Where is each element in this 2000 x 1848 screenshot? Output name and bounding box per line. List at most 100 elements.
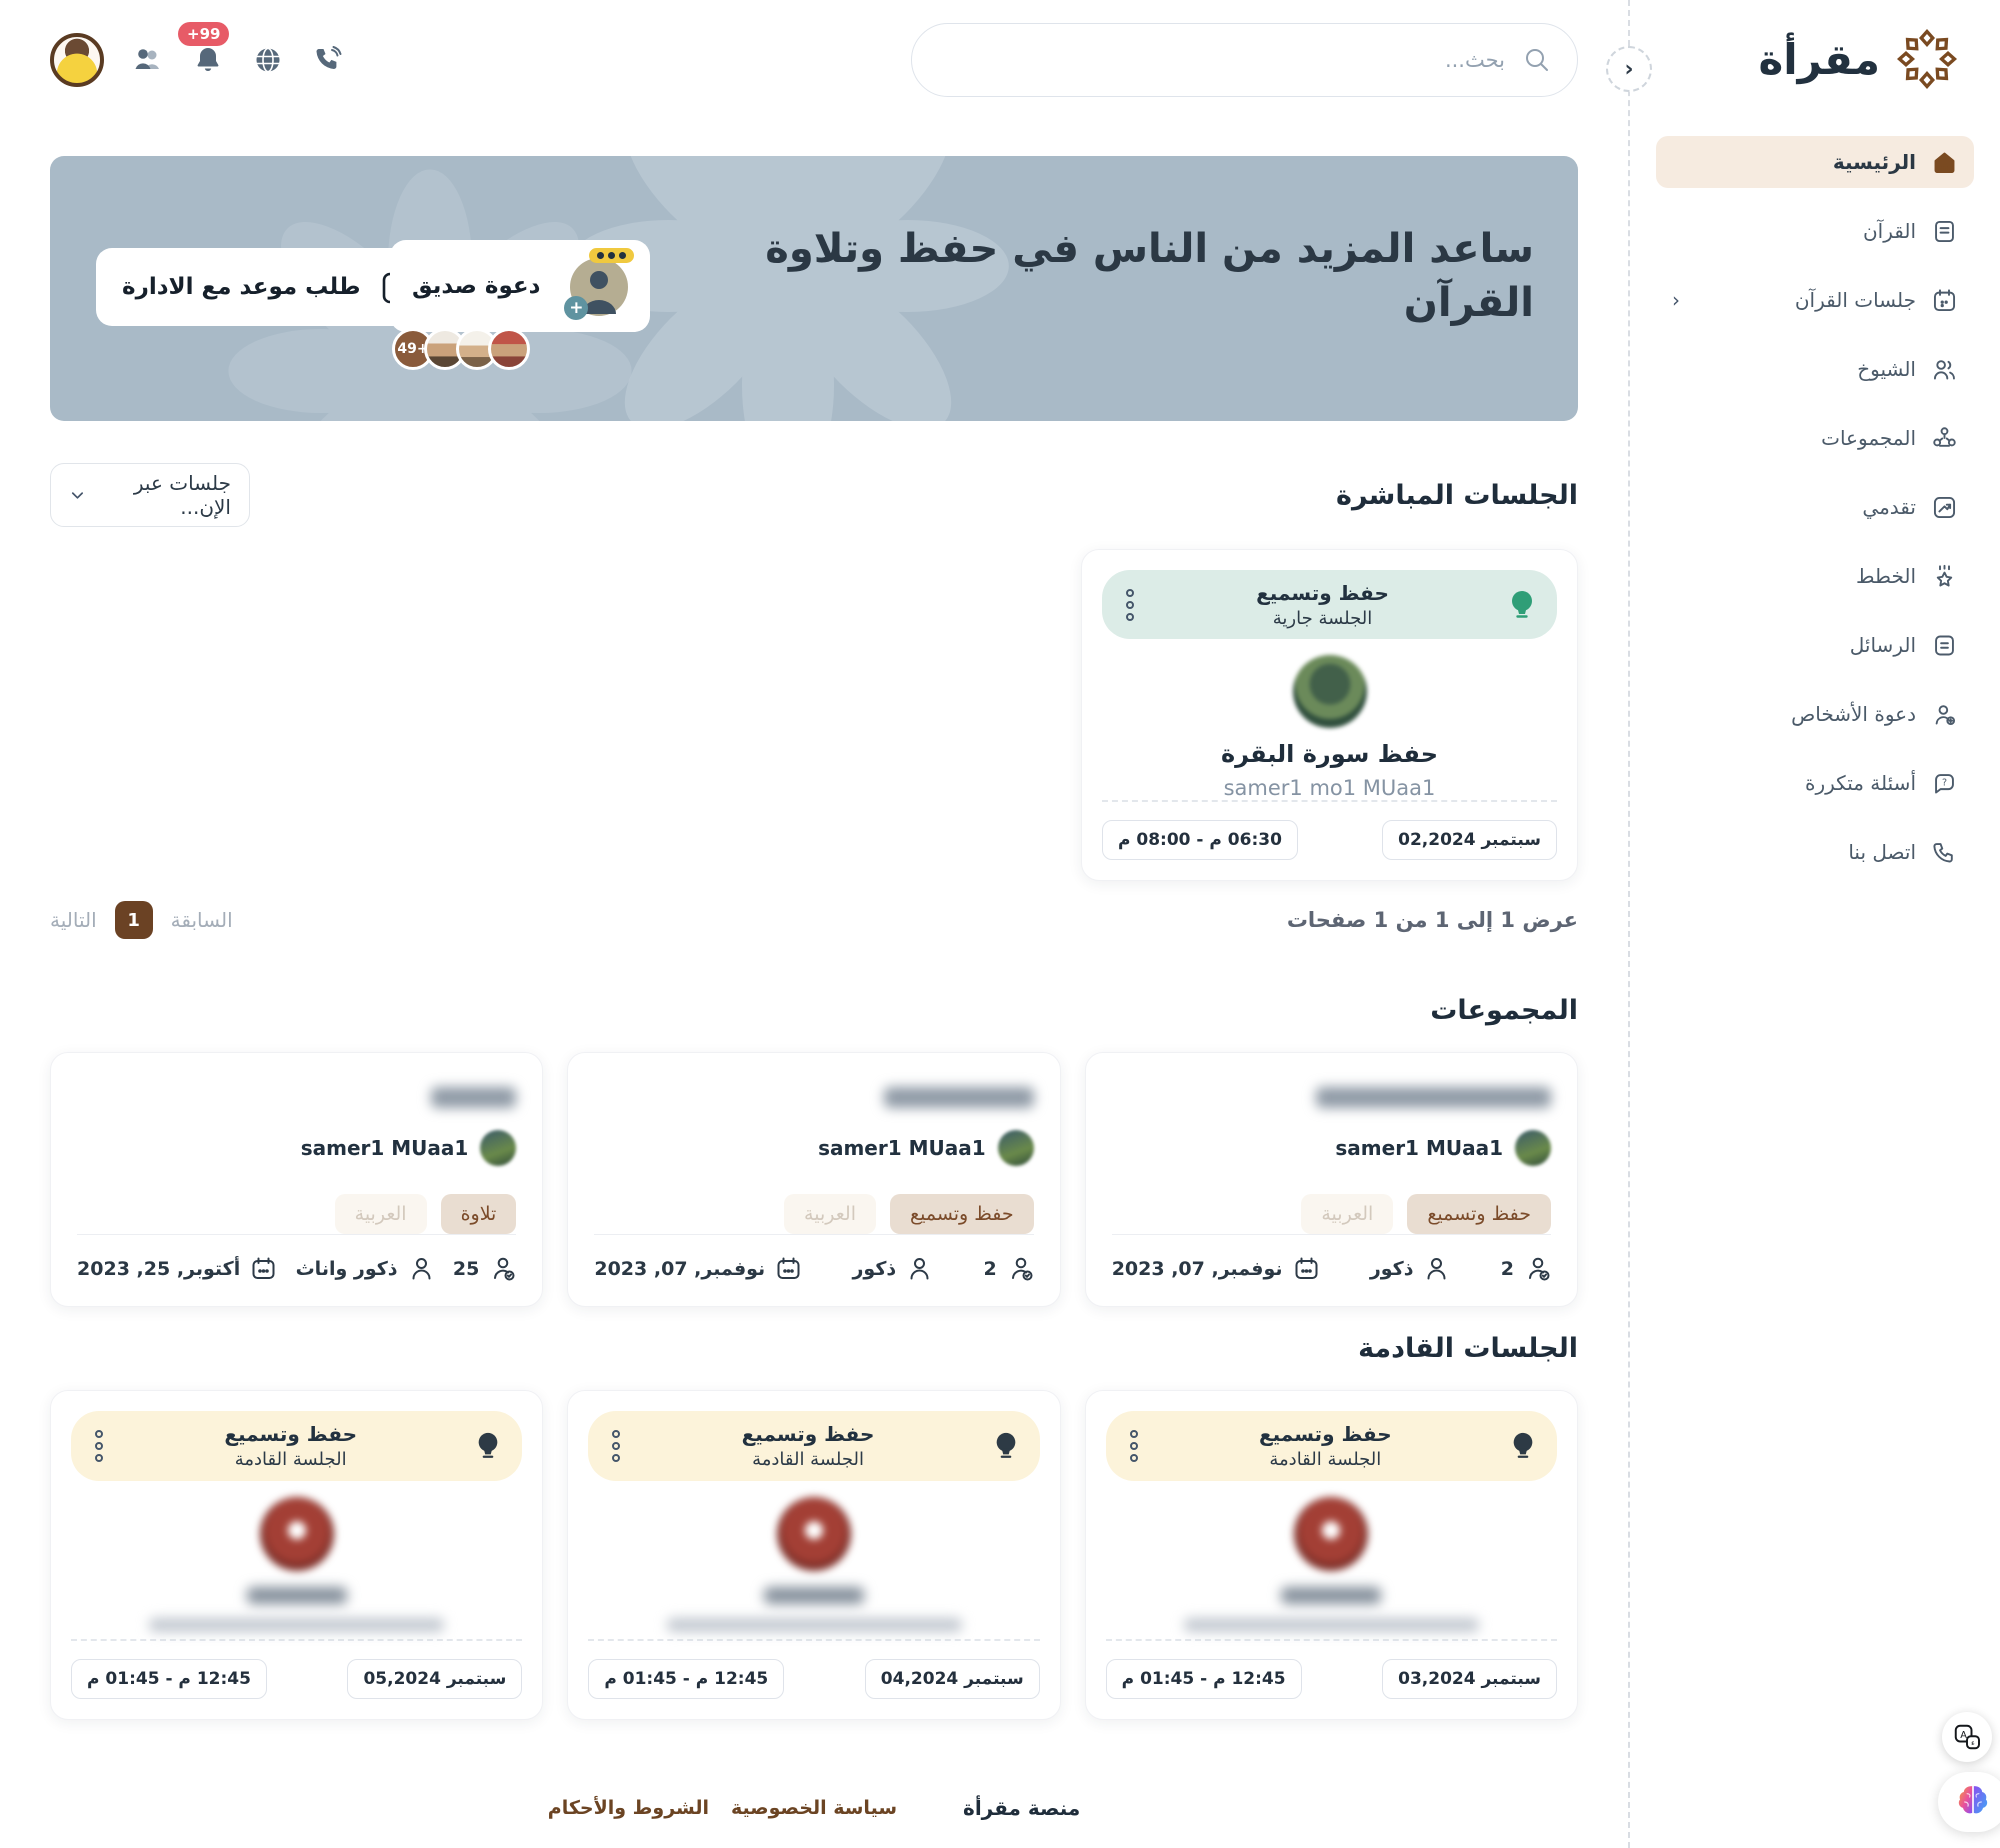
logo-star-icon xyxy=(1897,29,1957,89)
invited-friends-avatars: 49+ xyxy=(392,328,530,370)
upcoming-session-card[interactable]: حفظ وتسميع الجلسة القادمة سبتمبر 04,2024… xyxy=(567,1390,1061,1720)
group-title-blurred xyxy=(431,1087,517,1108)
group-card[interactable]: samer1 MUaa1 حفظ وتسميع العربية 2 ذكور xyxy=(1084,1052,1578,1307)
session-card-header: حفظ وتسميع الجلسة القادمة xyxy=(71,1411,523,1481)
lightbulb-icon xyxy=(479,1432,498,1458)
sidebar-item-groups[interactable]: المجموعات xyxy=(1656,412,1974,464)
sidebar-item-quran-sessions[interactable]: جلسات القرآن ‹ xyxy=(1656,274,1974,326)
invite-friend-button[interactable]: + دعوة صديق xyxy=(390,240,651,332)
brain-icon xyxy=(1958,1786,1988,1814)
group-members-stat: 2 xyxy=(1501,1255,1551,1282)
logo-text: مقرأة xyxy=(1758,34,1880,84)
notifications-button[interactable]: +99 xyxy=(178,22,230,76)
calendar-icon xyxy=(1295,1257,1318,1279)
sidebar-item-progress[interactable]: تقدمي xyxy=(1656,481,1974,533)
sidebar-item-home[interactable]: الرئيسية xyxy=(1656,136,1974,188)
plans-icon xyxy=(1931,563,1958,590)
kebab-menu-icon[interactable] xyxy=(608,1426,624,1466)
sidebar-item-label: اتصل بنا xyxy=(1848,840,1916,864)
group-language-tag: العربية xyxy=(1301,1194,1394,1234)
session-type-label: حفظ وتسميع xyxy=(224,1422,358,1446)
group-owner-avatar xyxy=(997,1130,1034,1166)
sidebar: ‹ مقرأة xyxy=(1606,0,2000,1848)
chevron-expand-icon[interactable]: ‹ xyxy=(1672,288,1680,312)
people-icon xyxy=(135,49,159,69)
divider xyxy=(1111,1234,1551,1235)
invite-person-icon xyxy=(1931,701,1958,728)
upcoming-session-card[interactable]: حفظ وتسميع الجلسة القادمة سبتمبر 05,2024… xyxy=(50,1390,544,1720)
kebab-menu-icon[interactable] xyxy=(91,1426,107,1466)
sidebar-item-label: دعوة الأشخاص xyxy=(1791,702,1916,726)
session-card-header: حفظ وتسميع الجلسة جارية xyxy=(1102,570,1557,640)
kebab-menu-icon[interactable] xyxy=(1126,1426,1142,1466)
session-status-label: الجلسة القادمة xyxy=(1269,1449,1382,1470)
sidebar-item-invite-people[interactable]: دعوة الأشخاص xyxy=(1656,688,1974,740)
kebab-menu-icon[interactable] xyxy=(1122,585,1138,625)
session-subtitle-blurred xyxy=(149,1618,445,1632)
sidebar-item-plans[interactable]: الخطط xyxy=(1656,550,1974,602)
lightbulb-icon xyxy=(1512,590,1532,618)
live-sessions-footer: عرض 1 إلى 1 من 1 صفحات السابقة 1 التالية xyxy=(50,901,1578,939)
sidebar-item-sheikhs[interactable]: الشيوخ xyxy=(1656,343,1974,395)
session-date-pill: سبتمبر 02,2024 xyxy=(1382,820,1557,860)
language-button[interactable] xyxy=(252,44,284,76)
assistant-fab-button[interactable] xyxy=(1938,1772,2000,1832)
search-input[interactable] xyxy=(911,23,1578,97)
session-date-pill: سبتمبر 04,2024 xyxy=(864,1659,1040,1699)
user-avatar[interactable] xyxy=(50,33,104,87)
sidebar-item-messages[interactable]: الرسائل xyxy=(1656,619,1974,671)
people-button[interactable] xyxy=(132,44,164,76)
invite-avatar-illustration: + xyxy=(556,248,635,322)
pagination-page-1[interactable]: 1 xyxy=(114,901,153,939)
sidebar-nav: الرئيسية القرآن جلسات القرآن ‹ الشيوخ xyxy=(1630,136,2000,878)
group-owner-name: samer1 MUaa1 xyxy=(818,1136,986,1160)
person-check-icon xyxy=(494,1257,515,1281)
translate-icon: A ء xyxy=(1954,1724,1980,1750)
footer-privacy-link[interactable]: سياسة الخصوصية xyxy=(731,1797,898,1819)
divider xyxy=(77,1234,517,1235)
person-icon xyxy=(910,1258,929,1280)
group-card[interactable]: samer1 MUaa1 حفظ وتسميع العربية 2 ذكور xyxy=(567,1052,1061,1307)
filter-label: جلسات عبر الإن... xyxy=(133,471,231,519)
logo[interactable]: مقرأة xyxy=(1630,26,2000,92)
bell-icon xyxy=(197,48,219,71)
group-gender-stat: ذكور xyxy=(1370,1255,1451,1282)
messages-icon xyxy=(1931,632,1958,659)
session-time-pill: 12:45 م - 01:45 م xyxy=(1105,1659,1302,1699)
request-appointment-button[interactable]: طلب موعد مع الادارة xyxy=(96,248,449,326)
lightbulb-icon xyxy=(1513,1432,1533,1458)
hero-title: ساعد المزيد من الناس في حفظ وتلاوة القرآ… xyxy=(765,226,1534,326)
group-title-blurred xyxy=(1316,1087,1551,1108)
session-avatar xyxy=(1292,655,1367,728)
sidebar-item-faq[interactable]: ? أسئلة متكررة xyxy=(1656,757,1974,809)
call-button[interactable] xyxy=(312,44,344,76)
upcoming-session-card[interactable]: حفظ وتسميع الجلسة القادمة سبتمبر 03,2024… xyxy=(1084,1390,1578,1720)
contact-phone-icon xyxy=(1931,839,1958,866)
live-sessions-list: حفظ وتسميع الجلسة جارية حفظ سورة البقرة … xyxy=(50,549,1578,881)
phone-call-icon xyxy=(316,46,342,69)
group-type-tag: حفظ وتسميع xyxy=(1407,1194,1551,1234)
svg-text:ء: ء xyxy=(1971,1738,1975,1748)
progress-icon xyxy=(1931,494,1958,521)
session-type-filter[interactable]: جلسات عبر الإن... xyxy=(50,463,250,527)
hero-banner: ساعد المزيد من الناس في حفظ وتلاوة القرآ… xyxy=(50,156,1578,421)
session-teacher: samer1 mo1 MUaa1 xyxy=(1223,776,1436,800)
translate-fab-button[interactable]: A ء xyxy=(1942,1712,1992,1762)
live-session-card[interactable]: حفظ وتسميع الجلسة جارية حفظ سورة البقرة … xyxy=(1081,549,1578,881)
sidebar-item-contact[interactable]: اتصل بنا xyxy=(1656,826,1974,878)
calendar-icon xyxy=(252,1257,275,1279)
divider xyxy=(594,1234,1034,1235)
footer-terms-link[interactable]: الشروط والأحكام xyxy=(547,1797,709,1819)
search-icon xyxy=(1526,49,1548,71)
globe-icon xyxy=(256,47,280,73)
invite-friend-label: دعوة صديق xyxy=(412,273,541,299)
sidebar-collapse-toggle[interactable]: ‹ xyxy=(1606,46,1652,92)
pagination-previous[interactable]: السابقة xyxy=(170,908,233,932)
live-sessions-title: الجلسات المباشرة xyxy=(1336,479,1578,511)
groups-title: المجموعات xyxy=(1430,995,1578,1026)
chevron-left-icon: ‹ xyxy=(1624,56,1634,82)
sheikhs-icon xyxy=(1931,356,1958,383)
sidebar-item-quran[interactable]: القرآن xyxy=(1656,205,1974,257)
pagination-next[interactable]: التالية xyxy=(50,908,97,932)
group-card[interactable]: samer1 MUaa1 تلاوة العربية 25 ذكور واناث xyxy=(50,1052,544,1307)
